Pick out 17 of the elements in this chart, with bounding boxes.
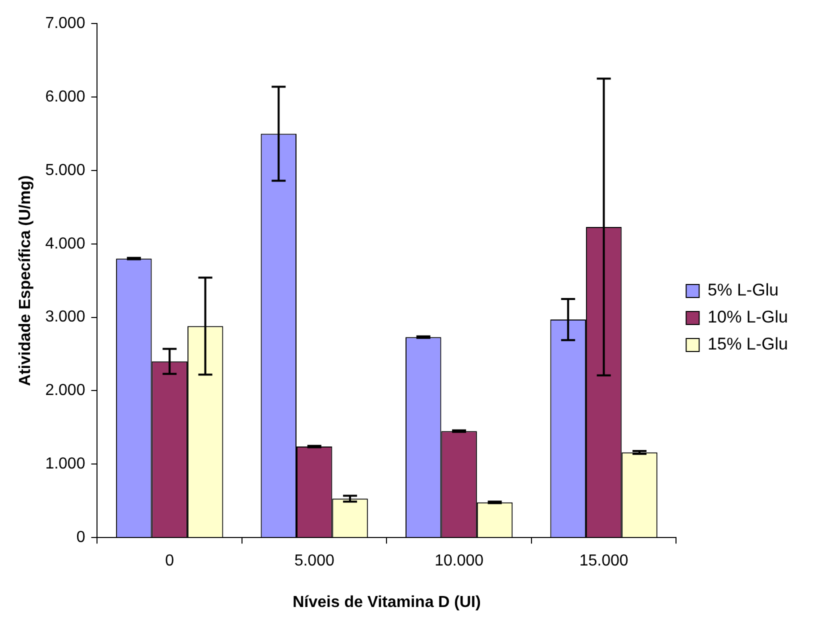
y-tick-label: 1.000 xyxy=(45,456,86,473)
x-tick-label: 5.000 xyxy=(294,552,334,570)
x-tick-label: 10.000 xyxy=(434,552,484,570)
legend-label: 15% L-Glu xyxy=(708,334,788,354)
y-tick-label: 2.000 xyxy=(45,382,86,400)
y-tick-label: 6.000 xyxy=(45,88,86,106)
y-tick-label: 5.000 xyxy=(45,162,86,179)
x-axis-title: Níveis de Vitamina D (UI) xyxy=(292,594,481,611)
legend-label: 10% L-Glu xyxy=(708,308,788,327)
y-tick-label: 7.000 xyxy=(45,15,86,32)
y-tick-label: 3.000 xyxy=(45,308,86,326)
legend-label: 5% L-Glu xyxy=(708,280,779,300)
y-tick-label: 0 xyxy=(76,529,86,546)
y-axis-title: Atividade Específica (U/mg) xyxy=(17,175,34,386)
y-tick-label: 4.000 xyxy=(45,235,86,252)
x-tick-label: 15.000 xyxy=(579,552,628,570)
x-tick-label: 0 xyxy=(165,552,174,570)
